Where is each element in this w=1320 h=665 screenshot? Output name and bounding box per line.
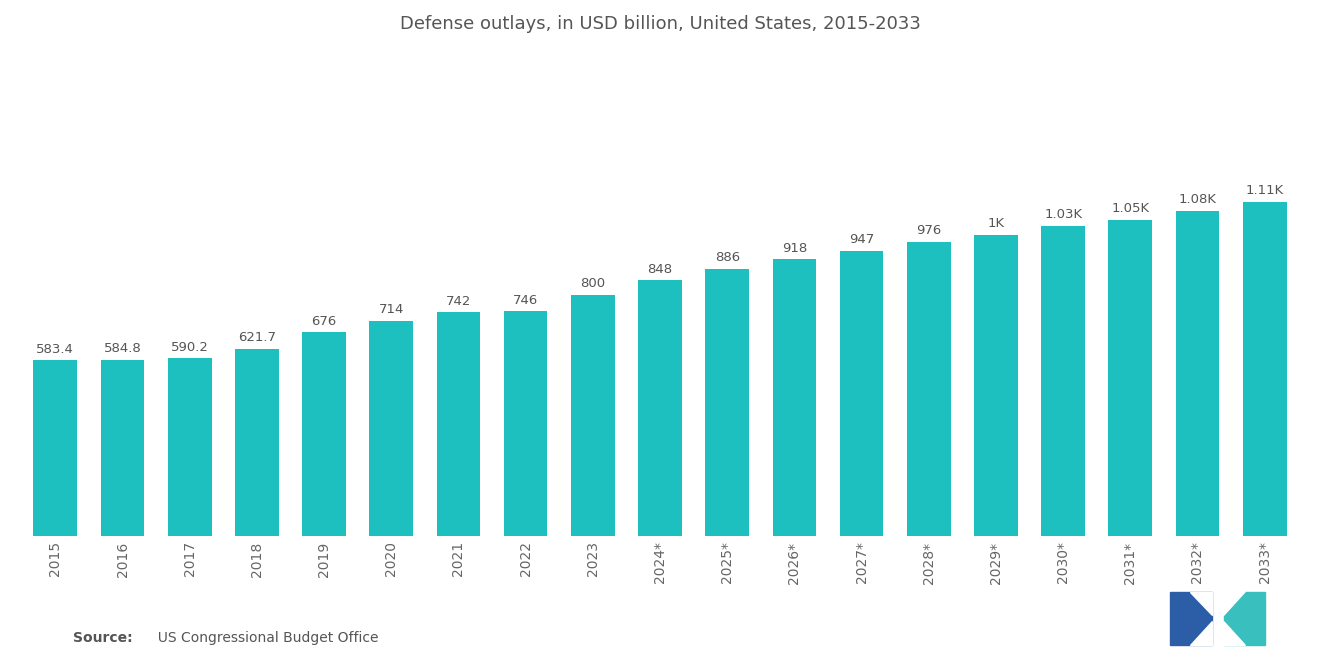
Bar bbox=[840, 251, 883, 536]
Text: 1.03K: 1.03K bbox=[1044, 208, 1082, 221]
Bar bbox=[33, 360, 77, 536]
Bar bbox=[168, 358, 211, 536]
Bar bbox=[1243, 201, 1287, 536]
Text: 590.2: 590.2 bbox=[170, 340, 209, 354]
Text: 800: 800 bbox=[581, 277, 606, 291]
Text: 714: 714 bbox=[379, 303, 404, 317]
Bar bbox=[1176, 211, 1220, 536]
Text: 676: 676 bbox=[312, 315, 337, 328]
Polygon shape bbox=[1224, 592, 1246, 616]
Text: 886: 886 bbox=[714, 251, 739, 265]
Text: 1K: 1K bbox=[987, 217, 1005, 230]
Text: 1.08K: 1.08K bbox=[1179, 193, 1217, 206]
Text: 746: 746 bbox=[513, 294, 539, 307]
Bar bbox=[370, 321, 413, 536]
Bar bbox=[705, 269, 748, 536]
Polygon shape bbox=[1191, 592, 1212, 616]
Bar bbox=[437, 313, 480, 536]
Text: Source:: Source: bbox=[73, 630, 132, 645]
Polygon shape bbox=[1224, 592, 1265, 645]
Text: US Congressional Budget Office: US Congressional Budget Office bbox=[149, 630, 379, 645]
Polygon shape bbox=[1191, 621, 1212, 645]
Polygon shape bbox=[1171, 592, 1212, 645]
Bar bbox=[572, 295, 615, 536]
Bar bbox=[974, 235, 1018, 536]
Bar bbox=[235, 348, 279, 536]
Text: 621.7: 621.7 bbox=[238, 331, 276, 344]
Text: 1.05K: 1.05K bbox=[1111, 202, 1150, 215]
Bar bbox=[1041, 225, 1085, 536]
Title: Defense outlays, in USD billion, United States, 2015-2033: Defense outlays, in USD billion, United … bbox=[400, 15, 920, 33]
Text: 976: 976 bbox=[916, 224, 941, 237]
Bar bbox=[638, 281, 682, 536]
Text: 583.4: 583.4 bbox=[37, 342, 74, 356]
Bar bbox=[1109, 219, 1152, 536]
Bar bbox=[302, 332, 346, 536]
Polygon shape bbox=[1224, 621, 1246, 645]
Bar bbox=[504, 311, 548, 536]
Bar bbox=[100, 360, 144, 536]
Text: 848: 848 bbox=[647, 263, 673, 276]
Text: 584.8: 584.8 bbox=[104, 342, 141, 355]
Text: 918: 918 bbox=[781, 242, 807, 255]
Text: 947: 947 bbox=[849, 233, 874, 246]
Bar bbox=[907, 242, 950, 536]
Text: 742: 742 bbox=[446, 295, 471, 308]
Bar bbox=[772, 259, 816, 536]
Text: 1.11K: 1.11K bbox=[1246, 184, 1284, 197]
